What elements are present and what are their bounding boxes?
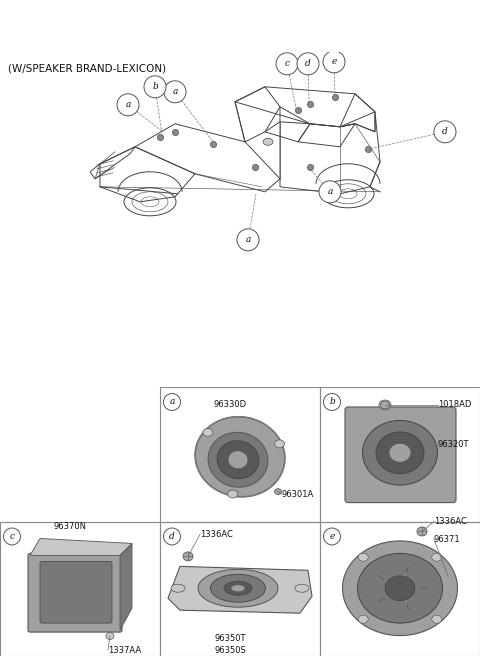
Ellipse shape xyxy=(224,581,252,595)
Circle shape xyxy=(276,52,298,75)
Circle shape xyxy=(164,81,186,103)
Circle shape xyxy=(323,51,345,73)
Text: 1336AC: 1336AC xyxy=(434,517,467,526)
FancyBboxPatch shape xyxy=(345,407,456,502)
Ellipse shape xyxy=(198,569,278,607)
Text: 96301A: 96301A xyxy=(282,490,314,499)
Text: a: a xyxy=(327,188,333,196)
Circle shape xyxy=(164,394,180,411)
Ellipse shape xyxy=(358,553,368,562)
Circle shape xyxy=(117,94,139,116)
Ellipse shape xyxy=(417,527,427,536)
Ellipse shape xyxy=(263,138,273,145)
FancyBboxPatch shape xyxy=(28,554,122,632)
Ellipse shape xyxy=(376,432,424,474)
Ellipse shape xyxy=(203,428,213,436)
Ellipse shape xyxy=(171,584,185,592)
Polygon shape xyxy=(402,590,408,610)
Ellipse shape xyxy=(231,584,245,592)
Bar xyxy=(320,387,480,522)
Text: c: c xyxy=(285,59,289,68)
Circle shape xyxy=(237,229,259,251)
Polygon shape xyxy=(398,567,408,584)
Text: 96350S: 96350S xyxy=(214,646,246,655)
Bar xyxy=(320,522,480,656)
Text: c: c xyxy=(10,532,14,541)
Ellipse shape xyxy=(358,554,443,623)
Circle shape xyxy=(319,181,341,203)
Ellipse shape xyxy=(381,401,389,409)
Text: a: a xyxy=(169,398,175,407)
Ellipse shape xyxy=(432,615,442,623)
Circle shape xyxy=(297,52,319,75)
Text: 96371: 96371 xyxy=(434,535,461,544)
FancyBboxPatch shape xyxy=(40,562,112,623)
Circle shape xyxy=(144,76,166,98)
Ellipse shape xyxy=(362,420,437,485)
Ellipse shape xyxy=(389,443,411,462)
Ellipse shape xyxy=(432,553,442,562)
Polygon shape xyxy=(404,586,428,588)
Polygon shape xyxy=(120,543,132,630)
Ellipse shape xyxy=(228,490,238,498)
Text: b: b xyxy=(152,82,158,91)
Ellipse shape xyxy=(358,615,368,623)
Text: d: d xyxy=(169,532,175,541)
Polygon shape xyxy=(168,566,312,613)
Ellipse shape xyxy=(195,417,285,497)
Text: 96370N: 96370N xyxy=(53,522,86,531)
Text: a: a xyxy=(125,100,131,110)
Text: (W/SPEAKER BRAND-LEXICON): (W/SPEAKER BRAND-LEXICON) xyxy=(8,64,166,73)
Text: 1018AD: 1018AD xyxy=(438,400,471,409)
Text: b: b xyxy=(329,398,335,407)
Ellipse shape xyxy=(217,441,259,479)
Circle shape xyxy=(164,528,180,545)
Ellipse shape xyxy=(275,440,285,448)
Ellipse shape xyxy=(379,400,391,410)
Ellipse shape xyxy=(343,541,457,636)
Text: 96350T: 96350T xyxy=(214,634,246,643)
Text: 1337AA: 1337AA xyxy=(108,646,141,655)
Bar xyxy=(160,522,320,656)
Ellipse shape xyxy=(106,632,114,640)
Text: 96330D: 96330D xyxy=(214,400,247,409)
Ellipse shape xyxy=(295,584,309,592)
Circle shape xyxy=(324,394,340,411)
Bar xyxy=(160,387,320,522)
Text: d: d xyxy=(442,127,448,136)
Circle shape xyxy=(3,528,21,545)
Ellipse shape xyxy=(385,576,415,601)
Polygon shape xyxy=(377,590,398,602)
Polygon shape xyxy=(30,539,132,556)
Ellipse shape xyxy=(183,552,193,561)
Text: 1336AC: 1336AC xyxy=(200,530,233,539)
Circle shape xyxy=(324,528,340,545)
Text: a: a xyxy=(172,87,178,96)
Text: d: d xyxy=(305,59,311,68)
Bar xyxy=(0,522,160,656)
Text: e: e xyxy=(329,532,335,541)
Text: a: a xyxy=(245,236,251,244)
Ellipse shape xyxy=(275,489,281,495)
Polygon shape xyxy=(377,575,396,588)
Text: 96320T: 96320T xyxy=(438,440,469,449)
Text: e: e xyxy=(331,57,336,66)
Circle shape xyxy=(434,121,456,143)
Ellipse shape xyxy=(228,451,248,469)
Ellipse shape xyxy=(208,432,268,487)
Ellipse shape xyxy=(211,574,265,602)
